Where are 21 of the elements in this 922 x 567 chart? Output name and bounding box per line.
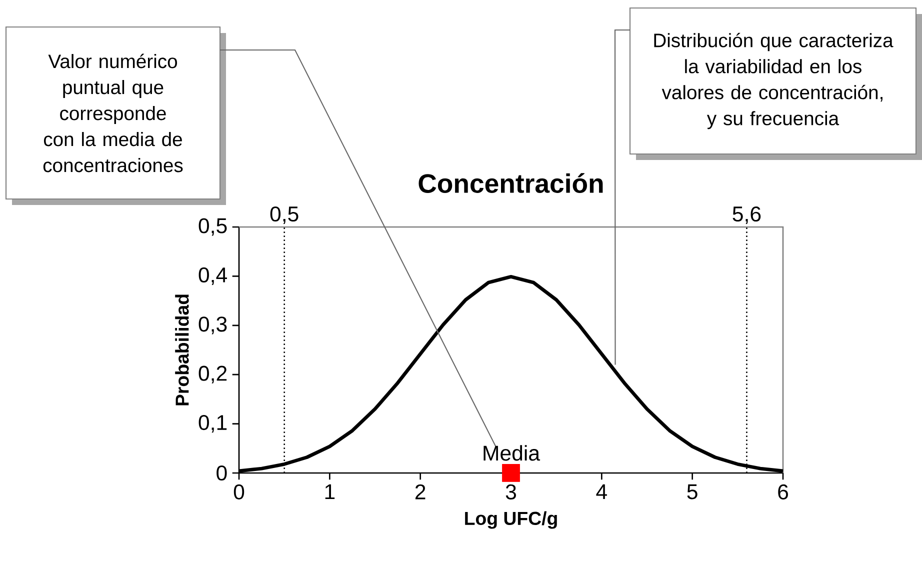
y-tick-label: 0,2 [198,366,227,384]
x-axis-title: Log UFC/g [465,511,557,529]
ref-line-label: 0,5 [270,206,298,224]
y-tick-label: 0,4 [198,267,227,286]
x-tick-label: 6 [778,484,788,500]
y-tick-label: 0,3 [198,316,227,334]
text: Valor numérico puntual que corresponde con la media de concentraciones [43,54,183,172]
ref-line-label: 5,6 [732,206,761,224]
x-tick-label: 2 [415,484,426,500]
annotation: Media [484,445,540,461]
chart-title: Concentración [418,173,603,193]
x-tick-label: 1 [325,484,335,500]
y-tick-label: 0,5 [198,218,227,236]
annotation: Distribución que caracteriza la variabilidad en los valores de concentración, y su frecuencia [654,32,894,130]
x-tick-label: 5 [687,484,698,500]
y-tick-label: 0,1 [198,414,227,433]
x-tick-label: 0 [234,484,244,500]
y-tick-label: 0 [216,465,227,481]
x-tick-label: 3 [506,484,516,500]
x-tick-label: 4 [596,484,607,500]
y-axis-title: Probabilidad [175,294,189,406]
